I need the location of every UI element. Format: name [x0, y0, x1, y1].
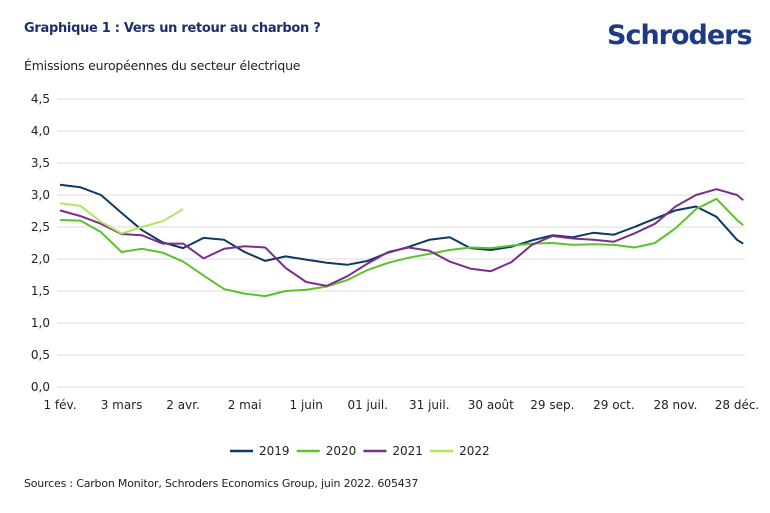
y-tick-label: 3,5 [31, 156, 50, 170]
x-tick-label: 29 oct. [593, 398, 635, 412]
x-tick-label: 2 mai [228, 398, 262, 412]
schroders-logo: Schroders [607, 20, 753, 51]
y-tick-label: 1,0 [31, 316, 50, 330]
series-line-2020 [59, 197, 744, 298]
series-line-2022 [59, 202, 184, 235]
x-tick-label: 1 fév. [43, 398, 76, 412]
y-tick-label: 0,0 [31, 380, 50, 394]
y-tick-label: 1,5 [31, 284, 50, 298]
y-tick-label: 0,5 [31, 348, 50, 362]
x-tick-label: 30 août [468, 398, 514, 412]
x-tick-label: 28 déc. [715, 398, 760, 412]
chart-subtitle: Émissions européennes du secteur électri… [24, 58, 301, 73]
x-tick-label: 29 sep. [530, 398, 574, 412]
y-tick-label: 4,5 [31, 92, 50, 106]
chart-title: Graphique 1 : Vers un retour au charbon … [24, 21, 321, 36]
series-line-2021 [59, 188, 744, 287]
legend-label-2022: 2022 [459, 444, 490, 458]
y-tick-label: 2,5 [31, 220, 50, 234]
x-tick-label: 28 nov. [653, 398, 697, 412]
legend-label-2019: 2019 [259, 444, 290, 458]
x-tick-label: 3 mars [101, 398, 143, 412]
y-tick-label: 4,0 [31, 124, 50, 138]
x-tick-label: 2 avr. [166, 398, 200, 412]
x-tick-label: 01 juil. [347, 398, 388, 412]
x-tick-label: 31 juil. [409, 398, 450, 412]
legend-label-2020: 2020 [326, 444, 357, 458]
legend-label-2021: 2021 [392, 444, 423, 458]
y-tick-label: 3,0 [31, 188, 50, 202]
x-tick-label: 1 juin [290, 398, 323, 412]
y-tick-label: 2,0 [31, 252, 50, 266]
source-note: Sources : Carbon Monitor, Schroders Econ… [24, 477, 419, 490]
